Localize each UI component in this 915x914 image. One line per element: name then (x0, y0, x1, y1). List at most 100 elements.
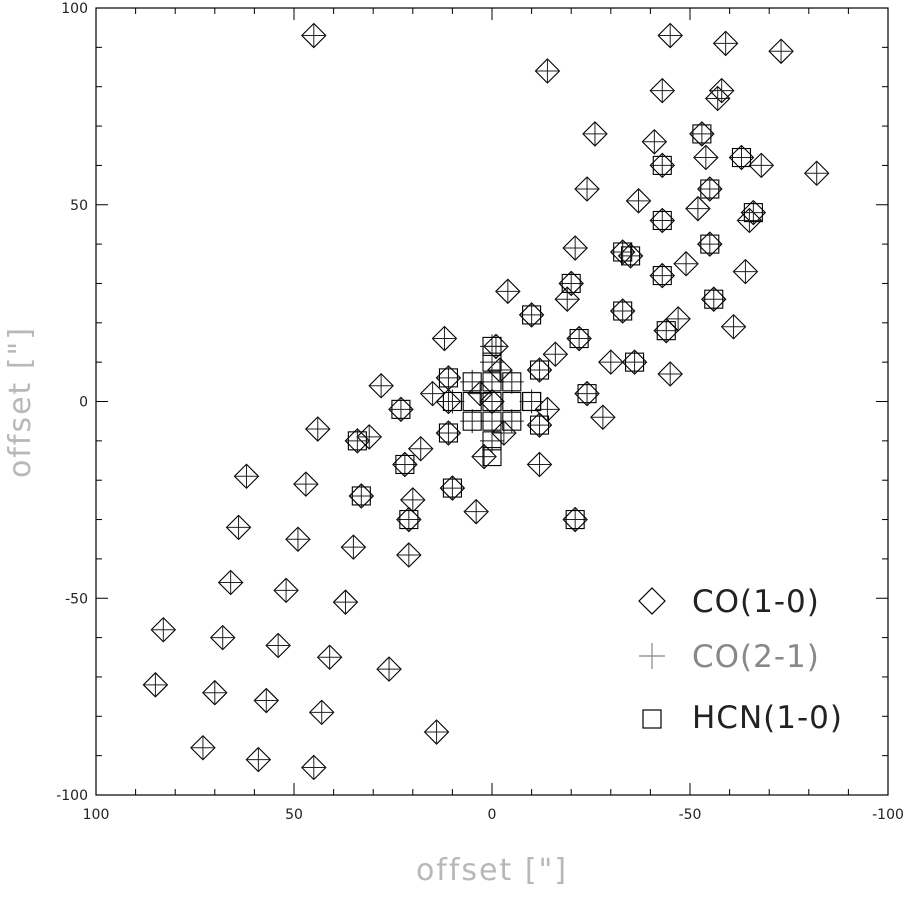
legend-item-hcn10: HCN(1-0) (642, 700, 842, 736)
hcn10-point (621, 246, 641, 266)
co21-point (301, 755, 326, 780)
hcn10-point (442, 391, 462, 412)
hcn10-point (462, 391, 482, 412)
co21-point (301, 23, 326, 48)
co21-point (349, 483, 374, 508)
hcn10-point (700, 234, 720, 254)
legend-diamond-marker (638, 587, 666, 615)
co21-point (701, 287, 726, 312)
hcn10-point (656, 321, 676, 341)
x-tick-label: -100 (872, 807, 904, 823)
co21-point (598, 350, 623, 375)
hcn10-point (522, 391, 542, 412)
co21-point (622, 350, 647, 375)
y-tick-label: 0 (79, 395, 88, 411)
hcn10-point (482, 447, 502, 467)
hcn10-point (395, 454, 415, 475)
co21-point (480, 350, 504, 375)
hcn10-point (438, 423, 458, 443)
co21-point (535, 397, 560, 422)
co21-point (737, 208, 762, 233)
co21-point (396, 507, 421, 532)
hcn10-point (561, 273, 581, 294)
co21-point (317, 645, 342, 670)
hcn10-point (704, 289, 724, 309)
co21-point (151, 617, 176, 642)
hcn10-point (700, 179, 720, 199)
co21-point (567, 326, 592, 351)
legend-label-co21: CO(2-1) (692, 639, 820, 675)
y-tick-label: 50 (70, 198, 88, 214)
co21-point (420, 381, 445, 406)
co21-point (432, 326, 457, 351)
hcn10-point (438, 368, 458, 388)
co21-point (685, 196, 710, 221)
co21-point (733, 259, 758, 284)
co21-point (210, 625, 235, 650)
co21-point (654, 318, 679, 343)
hcn10-point (482, 336, 502, 356)
co21-point (392, 452, 417, 477)
co21-point (246, 747, 271, 772)
co21-point (658, 23, 683, 48)
co21-point (388, 397, 413, 422)
co21-point (436, 420, 461, 445)
hcn10-point (731, 147, 752, 168)
legend-square-marker (642, 709, 662, 729)
hcn10-point (565, 509, 585, 530)
co21-point (440, 389, 465, 414)
legend-plus-marker (639, 643, 665, 669)
co21-point (575, 177, 600, 202)
co21-point (650, 153, 675, 178)
co21-point (519, 389, 544, 414)
co21-point (333, 590, 358, 615)
co21-point (563, 236, 588, 261)
hcn10-point (652, 210, 672, 231)
hcn10-point (482, 411, 502, 431)
co21-point (626, 188, 651, 213)
co21-point (749, 153, 774, 178)
co21-point (559, 271, 584, 296)
hcn10-point (613, 301, 633, 321)
co21-point (697, 232, 722, 257)
axis-ticks (95, 7, 889, 796)
co21-point (563, 507, 588, 532)
co21-point (713, 31, 738, 56)
hcn10-point (502, 372, 522, 392)
co21-point (424, 720, 449, 745)
co21-point (769, 39, 794, 64)
hcn10-point (652, 155, 672, 175)
data-markers (142, 22, 830, 781)
hcn10-point (351, 486, 371, 506)
co21-point (705, 86, 730, 111)
co21-point (440, 476, 465, 501)
hcn10-point (502, 411, 522, 431)
hcn10-point (529, 415, 550, 435)
co21-point (472, 444, 497, 469)
hcn10-point (577, 384, 597, 404)
co21-point (582, 121, 607, 146)
hcn10-point (569, 328, 589, 349)
co21-point (650, 208, 675, 233)
hcn10-point (482, 431, 502, 451)
co21-point (610, 298, 635, 323)
co21-point (190, 735, 215, 760)
legend-item-co21: CO(2-1) (639, 639, 820, 675)
co21-point (396, 542, 421, 567)
co21-point (293, 472, 318, 497)
co21-point (519, 302, 544, 327)
hcn10-point (391, 399, 411, 419)
co21-point (697, 177, 722, 202)
co21-point (218, 570, 243, 595)
co21-point (400, 487, 425, 512)
co21-point (202, 680, 227, 705)
co21-point (590, 405, 615, 430)
co21-point (143, 672, 168, 697)
co21-point (234, 464, 259, 489)
co21-point (804, 161, 829, 186)
axis-tick-labels: 100 50 0 -50 -100 -100 -50 0 50 100 (56, 1, 904, 823)
co21-point (527, 413, 552, 438)
co21-point (527, 452, 552, 477)
hcn10-point (462, 372, 482, 392)
